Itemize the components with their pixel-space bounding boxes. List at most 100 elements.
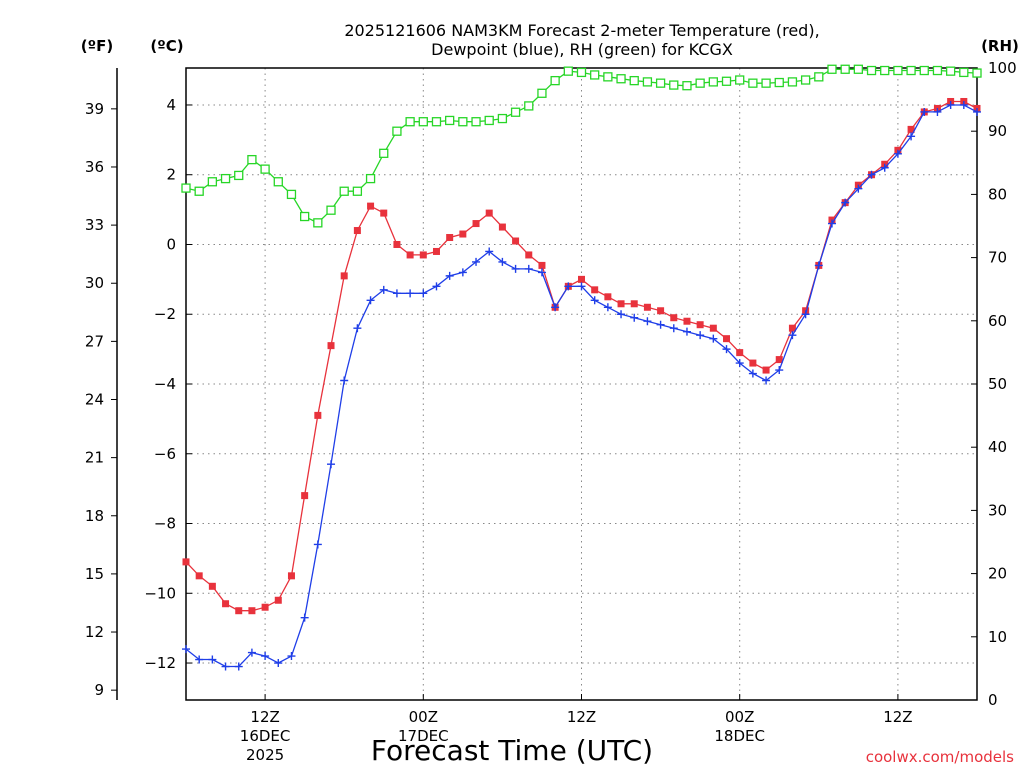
rh-tick-label: 30	[988, 501, 1007, 519]
series-plus	[182, 100, 981, 671]
dewpoint-point	[867, 170, 876, 179]
temperature-point	[788, 324, 796, 332]
dewpoint-point	[274, 659, 283, 668]
fahrenheit-unit-label: (ºF)	[81, 37, 113, 55]
rh-point	[260, 164, 270, 174]
time-tick-year-label: 2025	[246, 746, 284, 764]
gridlines	[186, 68, 977, 700]
rh-point	[220, 173, 231, 184]
dewpoint-point	[603, 303, 612, 312]
temperature-point	[432, 247, 440, 255]
dewpoint-point	[458, 268, 467, 277]
dewpoint-point	[537, 268, 546, 277]
dewpoint-point	[445, 271, 454, 280]
dewpoint-point	[841, 198, 850, 207]
dewpoint-point	[946, 100, 955, 109]
dewpoint-point	[564, 282, 573, 291]
rh-tick-label: 80	[988, 185, 1007, 203]
dewpoint-point	[775, 366, 784, 375]
rh-point	[247, 154, 257, 165]
celsius-tick-label: −8	[154, 515, 176, 533]
rh-point	[497, 113, 508, 124]
celsius-tick-label: 0	[166, 235, 176, 253]
temperature-point	[736, 349, 744, 357]
temperature-point	[353, 227, 361, 235]
time-tick-label: 12Z	[250, 708, 279, 726]
rh-point	[299, 211, 310, 222]
chart-title-line1: 2025121606 NAM3KM Forecast 2-meter Tempe…	[344, 21, 819, 40]
fahrenheit-tick-label: 9	[94, 681, 104, 699]
dewpoint-point	[208, 655, 217, 664]
fahrenheit-tick-label: 24	[85, 391, 104, 409]
time-tick-label: 12Z	[567, 708, 596, 726]
dewpoint-point	[327, 460, 336, 469]
dewpoint-point	[498, 257, 507, 266]
dewpoint-point	[261, 652, 270, 661]
dewpoint-point	[959, 100, 968, 109]
rh-point	[642, 77, 653, 87]
rh-point	[735, 75, 745, 85]
temperature-point	[617, 300, 625, 308]
temperature-point	[261, 603, 269, 611]
fahrenheit-tick-label: 33	[85, 216, 104, 234]
dewpoint-point	[748, 369, 757, 378]
rh-point	[682, 81, 692, 91]
rh-point	[234, 170, 244, 181]
rh-tick-label: 40	[988, 438, 1007, 456]
rh-point	[445, 115, 455, 126]
rh-point	[866, 65, 877, 76]
dewpoint-point	[854, 184, 863, 193]
temperature-point	[340, 272, 348, 280]
dewpoint-point	[551, 303, 560, 312]
dewpoint-point	[392, 289, 401, 298]
dewpoint-point	[247, 648, 256, 657]
rh-point	[708, 77, 718, 87]
temperature-point	[525, 251, 533, 259]
temperature-point	[248, 607, 256, 615]
celsius-tick-label: 4	[166, 96, 176, 114]
temperature-point	[274, 596, 282, 604]
rh-point	[774, 77, 784, 88]
dewpoint-point	[814, 261, 823, 270]
dewpoint-point	[827, 219, 836, 228]
rh-point	[959, 67, 969, 78]
celsius-tick-label: −10	[144, 584, 176, 602]
dewpoint-point	[590, 296, 599, 305]
time-tick-label: 12Z	[883, 708, 912, 726]
rh-tick-label: 60	[988, 312, 1007, 330]
rh-point	[893, 65, 903, 76]
rh-tick-label: 50	[988, 375, 1007, 393]
time-tick-date-label: 18DEC	[714, 727, 765, 745]
rh-point	[590, 70, 600, 80]
rh-tick-label: 0	[988, 691, 998, 709]
temperature-point	[709, 324, 717, 332]
dewpoint-point	[287, 652, 296, 661]
temperature-point	[195, 572, 203, 580]
temperature-point	[578, 275, 585, 283]
dewpoint-point	[893, 149, 902, 158]
temperature-point	[907, 125, 915, 133]
series-line	[185, 100, 978, 612]
temperature-point	[235, 607, 243, 615]
temperature-point	[301, 492, 309, 500]
fahrenheit-tick-label: 15	[85, 565, 104, 583]
dewpoint-point	[722, 345, 731, 354]
temperature-point	[393, 240, 401, 248]
fahrenheit-tick-label: 36	[85, 158, 104, 176]
rh-point	[339, 186, 349, 196]
temperature-point	[208, 582, 216, 590]
dewpoint-point	[880, 163, 889, 172]
dewpoint-point	[788, 331, 797, 340]
temperature-point	[643, 303, 651, 311]
rh-point	[669, 80, 679, 90]
rh-point	[365, 173, 376, 184]
rh-point	[418, 117, 428, 127]
rh-point	[655, 78, 666, 88]
rh-point	[352, 186, 363, 196]
dewpoint-point	[313, 540, 322, 549]
fahrenheit-tick-label: 27	[85, 332, 104, 350]
dewpoint-point	[379, 285, 388, 294]
